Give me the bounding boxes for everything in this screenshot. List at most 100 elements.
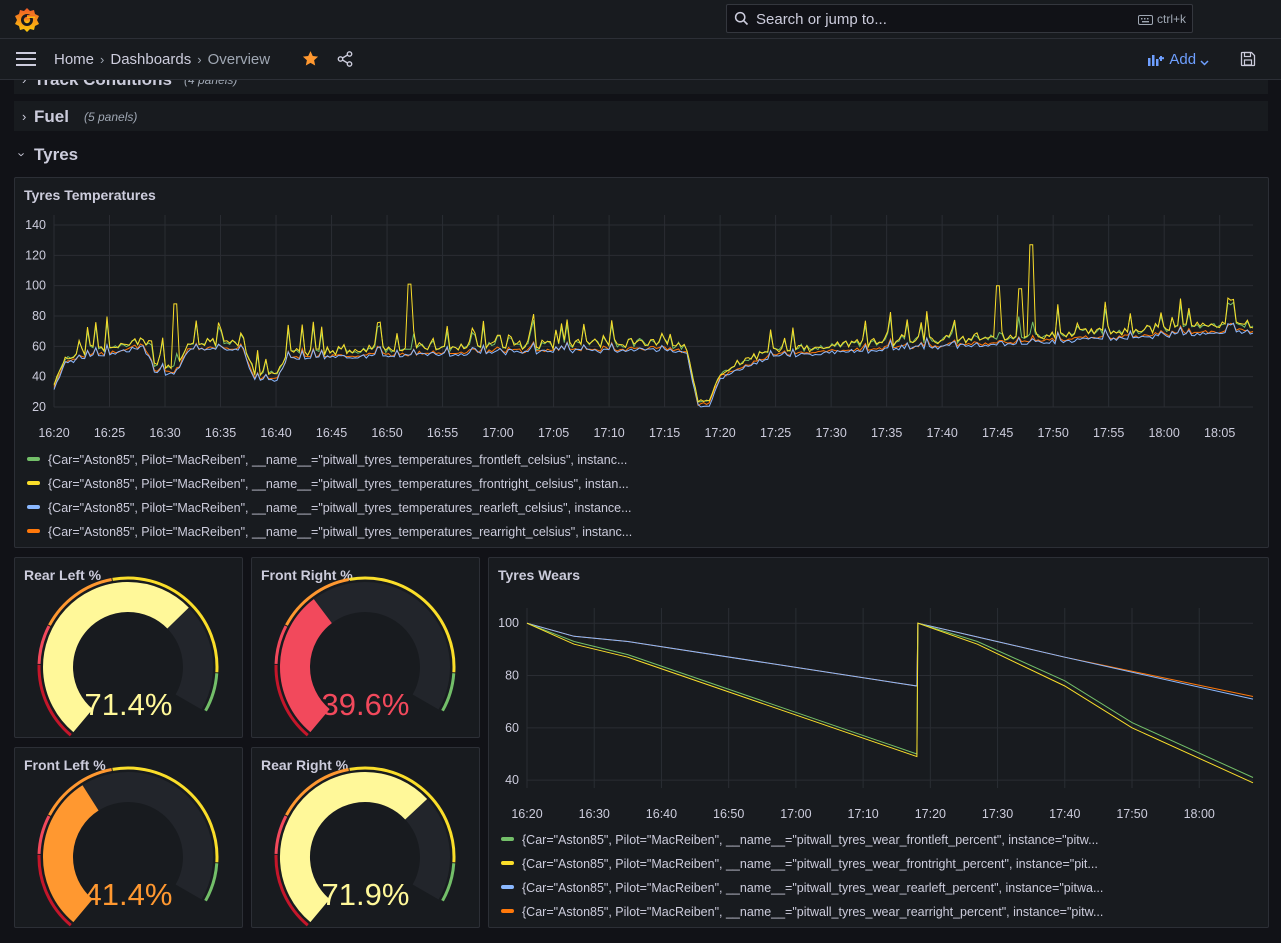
series-line	[53, 322, 1254, 407]
legend-label: {Car="Aston85", Pilot="MacReiben", __nam…	[48, 453, 628, 467]
series-line	[53, 244, 1254, 403]
panel-gauge-front-left[interactable]: Front Left % 41.4%	[14, 747, 243, 928]
search-icon	[734, 11, 749, 26]
gauge-fill	[280, 599, 333, 733]
gauge-value: 41.4%	[84, 877, 173, 912]
legend-item[interactable]: {Car="Aston85", Pilot="MacReiben", __nam…	[501, 857, 1098, 871]
series-line	[53, 322, 1254, 408]
x-tick-label: 16:45	[316, 426, 347, 440]
chevron-right-icon: ›	[22, 109, 27, 124]
add-label: Add	[1169, 51, 1197, 68]
breadcrumb-dashboards[interactable]: Dashboards	[110, 51, 192, 68]
gauge-fill	[279, 772, 428, 923]
legend-item[interactable]: {Car="Aston85", Pilot="MacReiben", __nam…	[27, 477, 629, 491]
legend-item[interactable]: {Car="Aston85", Pilot="MacReiben", __nam…	[27, 453, 627, 467]
share-icon[interactable]	[337, 51, 353, 67]
row-tyres[interactable]: › Tyres	[14, 139, 1268, 169]
gauge-value: 39.6%	[321, 687, 410, 722]
breadcrumb-home[interactable]: Home	[54, 51, 95, 68]
gauge-threshold-band	[204, 673, 219, 712]
gauge-chart	[274, 766, 456, 927]
menu-icon[interactable]	[16, 52, 36, 66]
gauge-threshold-band	[48, 768, 112, 816]
top-bar: Search or jump to... ctrl+k	[0, 0, 1281, 39]
gauge-value: 71.4%	[84, 687, 173, 722]
y-tick-label: 120	[25, 248, 46, 262]
x-tick-label: 16:35	[205, 426, 236, 440]
panel-gauge-rear-right[interactable]: Rear Right % 71.9%	[251, 747, 480, 928]
panel-title: Rear Left %	[24, 567, 102, 583]
chevron-down-icon	[1200, 60, 1209, 66]
gauge-threshold-band	[285, 768, 349, 816]
gauge-threshold-band	[48, 578, 112, 626]
y-tick-label: 40	[32, 370, 46, 384]
x-tick-label: 17:50	[1038, 426, 1069, 440]
panel-title: Tyres Temperatures	[24, 187, 156, 203]
legend-swatch	[27, 529, 40, 533]
row-title: Fuel	[34, 107, 69, 126]
breadcrumb: Home › Dashboards › Overview	[54, 51, 270, 68]
legend-swatch	[27, 481, 40, 485]
search-box[interactable]: Search or jump to... ctrl+k	[726, 4, 1193, 33]
legend-item[interactable]: {Car="Aston85", Pilot="MacReiben", __nam…	[501, 905, 1103, 919]
legend-item[interactable]: {Car="Aston85", Pilot="MacReiben", __nam…	[501, 833, 1099, 847]
panel-gauge-rear-left[interactable]: Rear Left % 71.4%	[14, 557, 243, 738]
gauge-threshold-band	[37, 625, 51, 664]
legend-item[interactable]: {Car="Aston85", Pilot="MacReiben", __nam…	[27, 525, 632, 539]
gauge-threshold-band	[285, 578, 349, 626]
gauge-fill	[43, 582, 189, 733]
legend-item[interactable]: {Car="Aston85", Pilot="MacReiben", __nam…	[27, 501, 632, 515]
temperature-chart[interactable]: 140 120 100 80 60 40 20 16:20 16:25 16:30 16:35 16:…	[15, 178, 1268, 448]
legend-label: {Car="Aston85", Pilot="MacReiben", __nam…	[522, 857, 1098, 871]
x-tick-label: 16:40	[260, 426, 291, 440]
gauge-threshold-band	[349, 766, 456, 863]
save-icon[interactable]	[1240, 51, 1256, 67]
legend-swatch	[501, 885, 514, 889]
panel-gauge-front-right[interactable]: Front Right % 39.6%	[251, 557, 480, 738]
grafana-logo-icon[interactable]	[14, 7, 40, 33]
x-tick-label: 18:00	[1184, 807, 1215, 821]
panel-title: Front Right %	[261, 567, 353, 583]
x-tick-label: 17:15	[649, 426, 680, 440]
x-tick-label: 16:30	[149, 426, 180, 440]
star-icon[interactable]	[302, 50, 319, 67]
series-line	[526, 622, 1254, 778]
x-tick-label: 16:55	[427, 426, 458, 440]
gauge-threshold-band	[112, 576, 219, 673]
x-tick-label: 17:20	[915, 807, 946, 821]
chevron-right-icon: ›	[197, 52, 202, 67]
gauge-chart	[274, 576, 456, 737]
x-tick-label: 16:20	[511, 807, 542, 821]
gauge-chart	[37, 576, 219, 737]
nav-bar: Home › Dashboards › Overview Add	[0, 39, 1281, 80]
gauge-threshold-band	[274, 625, 288, 664]
series-line	[526, 622, 1254, 784]
x-tick-label: 17:40	[927, 426, 958, 440]
add-button[interactable]: Add	[1148, 51, 1209, 68]
panel-tyres-temperatures[interactable]: Tyres Temperatures 140 120 100 80 60 40 20 16:2…	[14, 177, 1269, 548]
gauge-value: 71.9%	[321, 877, 410, 912]
y-tick-label: 60	[32, 339, 46, 353]
wear-chart[interactable]: 100 80 60 40 16:20 16:30 16:40 16:50 17:00 17:10 1…	[489, 558, 1268, 828]
legend-swatch	[27, 457, 40, 461]
row-count: (5 panels)	[84, 110, 138, 124]
row-fuel[interactable]: › Fuel (5 panels)	[14, 101, 1268, 131]
series-line	[526, 622, 1254, 700]
chevron-down-icon: ›	[14, 152, 30, 157]
legend-swatch	[27, 505, 40, 509]
x-tick-label: 17:55	[1093, 426, 1124, 440]
y-tick-label: 100	[25, 279, 46, 293]
x-tick-label: 16:50	[371, 426, 402, 440]
x-tick-label: 17:00	[482, 426, 513, 440]
x-tick-label: 18:05	[1204, 426, 1235, 440]
search-shortcut: ctrl+k	[1137, 12, 1186, 26]
legend-item[interactable]: {Car="Aston85", Pilot="MacReiben", __nam…	[501, 881, 1103, 895]
y-tick-label: 80	[32, 309, 46, 323]
x-tick-label: 17:05	[538, 426, 569, 440]
breadcrumb-current: Overview	[207, 51, 271, 68]
y-tick-label: 20	[32, 400, 46, 414]
panel-tyres-wears[interactable]: Tyres Wears 100 80 60 40 16:20 16:30 16:40 16:5…	[488, 557, 1269, 928]
x-tick-label: 17:10	[593, 426, 624, 440]
gauge-threshold-band	[349, 576, 456, 673]
x-tick-label: 17:00	[780, 807, 811, 821]
